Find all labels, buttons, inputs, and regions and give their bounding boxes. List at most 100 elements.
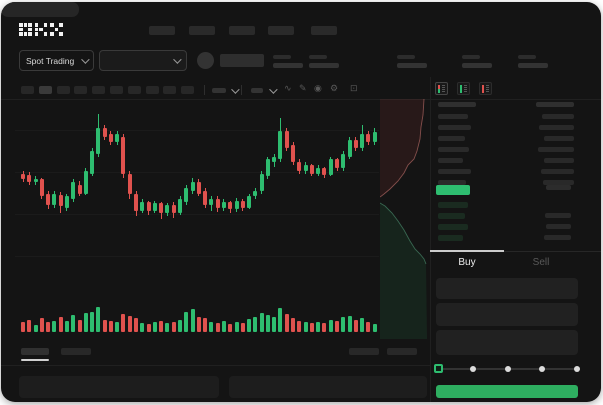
nav-item-5[interactable]	[311, 26, 337, 35]
interval-button-9[interactable]	[163, 86, 177, 94]
tab-sell[interactable]: Sell	[532, 257, 550, 268]
search-input[interactable]	[1, 2, 79, 17]
candle-body	[360, 133, 365, 149]
slider-stop-4[interactable]	[574, 366, 580, 372]
market-type-label: Spot Trading	[26, 55, 75, 66]
price-input[interactable]	[436, 278, 578, 299]
ask-price-bar[interactable]	[438, 147, 469, 152]
nav-item-1[interactable]	[149, 26, 175, 35]
candle-body	[152, 203, 157, 211]
candle-body	[190, 182, 195, 191]
tab-buy[interactable]: Buy	[458, 257, 476, 268]
candle-body	[209, 199, 214, 205]
slider-handle[interactable]	[434, 364, 443, 373]
order-history-panel-skeleton[interactable]	[229, 376, 427, 398]
camera-icon[interactable]: ◉	[314, 83, 322, 93]
nav-item-2[interactable]	[189, 26, 215, 35]
candle-body	[140, 202, 145, 211]
volume-bar	[247, 319, 252, 332]
volume-bar	[316, 321, 321, 332]
interval-button-4[interactable]	[74, 86, 88, 94]
line-style-icon[interactable]: ∿	[284, 83, 292, 93]
volume-bar	[27, 320, 32, 332]
volume-bar	[291, 317, 296, 332]
ask-price-bar[interactable]	[438, 180, 466, 185]
bottom-tab-2[interactable]	[61, 348, 91, 355]
ask-price-bar[interactable]	[438, 114, 468, 119]
volume-bar	[134, 317, 139, 332]
volume-bar	[146, 324, 151, 332]
candle-body	[115, 133, 120, 143]
indicator-dropdown-skeleton[interactable]	[212, 88, 226, 93]
open-orders-panel-skeleton[interactable]	[19, 376, 219, 398]
interval-button-7[interactable]	[127, 86, 141, 94]
interval-button-6[interactable]	[110, 86, 123, 94]
bid-amount-bar	[546, 224, 571, 229]
interval-button-1[interactable]	[21, 86, 34, 94]
settings-icon[interactable]: ⚙	[330, 83, 339, 93]
market-type-dropdown[interactable]: Spot Trading	[19, 50, 94, 71]
slider-stop-2[interactable]	[504, 366, 511, 372]
bottom-tab-1[interactable]	[21, 348, 49, 355]
volume-bar	[96, 307, 101, 332]
bid-price-bar[interactable]	[438, 213, 465, 219]
orderbook-header-amount	[536, 102, 574, 107]
ask-amount-bar	[544, 158, 574, 163]
volume-bar	[58, 316, 63, 332]
candle-body	[291, 145, 296, 163]
amount-input[interactable]	[436, 303, 578, 326]
candle-body	[108, 133, 113, 143]
nav-item-4[interactable]	[268, 26, 294, 35]
candle-body	[33, 179, 38, 183]
interval-button-8[interactable]	[145, 86, 159, 94]
ask-price-bar[interactable]	[438, 158, 463, 163]
orderbook-combined-icon[interactable]	[435, 82, 448, 95]
slider-stop-1[interactable]	[469, 366, 476, 372]
interval-button-3[interactable]	[56, 86, 70, 94]
volume-bar	[215, 323, 220, 332]
ask-price-bar[interactable]	[438, 136, 465, 141]
candle-body	[341, 153, 346, 168]
candle-body	[253, 190, 258, 197]
gridline	[15, 172, 379, 173]
orderbook-asks-icon[interactable]	[479, 82, 492, 95]
bid-price-bar[interactable]	[438, 235, 463, 241]
interval-button-10[interactable]	[181, 86, 195, 94]
place-order-button[interactable]	[436, 385, 578, 398]
chevron-down-icon[interactable]	[231, 85, 240, 94]
volume-bar	[322, 322, 327, 332]
gridline	[15, 214, 379, 215]
candle-body	[178, 199, 182, 214]
candle-body	[184, 187, 189, 203]
volume-bar	[366, 322, 371, 332]
interval-button-5[interactable]	[92, 86, 106, 94]
volume-bar	[253, 317, 258, 332]
ask-amount-bar	[542, 114, 574, 119]
orderbook-bids-icon[interactable]	[457, 82, 470, 95]
volume-bar	[347, 315, 352, 332]
okx-logo[interactable]	[19, 23, 63, 36]
total-input[interactable]	[436, 330, 578, 355]
volume-bar	[102, 319, 107, 332]
slider-stop-3[interactable]	[539, 366, 546, 372]
candle-body	[347, 139, 352, 157]
nav-item-3[interactable]	[229, 26, 255, 35]
bottom-action-skeleton-1[interactable]	[349, 348, 379, 355]
volume-bar	[184, 311, 189, 332]
interval-button-2[interactable]	[38, 86, 52, 94]
stat-label-skeleton-2	[309, 55, 327, 59]
draw-icon[interactable]: ✎	[299, 83, 307, 93]
ask-price-bar[interactable]	[438, 169, 471, 174]
bid-price-bar[interactable]	[438, 202, 468, 208]
fullscreen-icon[interactable]: ⊡	[350, 83, 358, 93]
volume-bar	[127, 315, 132, 332]
chevron-down-icon[interactable]	[269, 85, 278, 94]
bottom-action-skeleton-2[interactable]	[387, 348, 417, 355]
candle-type-skeleton[interactable]	[251, 88, 263, 93]
pair-selector-dropdown[interactable]	[99, 50, 187, 71]
candle-body	[71, 182, 76, 200]
last-price-bar	[436, 185, 470, 195]
candle-body	[278, 131, 283, 160]
ask-price-bar[interactable]	[438, 125, 471, 130]
bid-price-bar[interactable]	[438, 224, 468, 230]
